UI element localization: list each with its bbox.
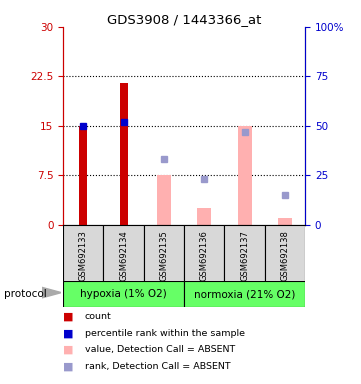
Text: GSM692138: GSM692138 (280, 230, 290, 281)
Bar (265, 225, 305, 282)
Title: GDS3908 / 1443366_at: GDS3908 / 1443366_at (107, 13, 261, 26)
Bar (144, 225, 184, 282)
Bar (184, 225, 225, 282)
Text: GSM692134: GSM692134 (119, 230, 128, 281)
Text: GSM692133: GSM692133 (79, 230, 88, 281)
Text: normoxia (21% O2): normoxia (21% O2) (194, 289, 295, 299)
Text: count: count (85, 312, 112, 321)
Text: ■: ■ (63, 361, 74, 371)
Bar (79, 126, 87, 225)
Bar (184, 281, 305, 307)
Text: GSM692137: GSM692137 (240, 230, 249, 281)
Text: percentile rank within the sample: percentile rank within the sample (85, 329, 245, 338)
Bar (278, 218, 292, 225)
Bar (63, 281, 184, 307)
Text: ■: ■ (63, 328, 74, 338)
Bar (104, 225, 144, 282)
Bar (157, 175, 171, 225)
Text: protocol: protocol (4, 289, 46, 299)
Text: value, Detection Call = ABSENT: value, Detection Call = ABSENT (85, 345, 235, 354)
Bar (225, 225, 265, 282)
Text: ■: ■ (63, 345, 74, 355)
Polygon shape (42, 287, 61, 298)
Bar (63, 225, 104, 282)
Text: rank, Detection Call = ABSENT: rank, Detection Call = ABSENT (85, 362, 230, 371)
Text: hypoxia (1% O2): hypoxia (1% O2) (80, 289, 167, 299)
Bar (120, 83, 127, 225)
Text: GSM692135: GSM692135 (160, 230, 169, 281)
Bar (238, 126, 252, 225)
Text: GSM692136: GSM692136 (200, 230, 209, 281)
Text: ■: ■ (63, 312, 74, 322)
Bar (197, 208, 211, 225)
